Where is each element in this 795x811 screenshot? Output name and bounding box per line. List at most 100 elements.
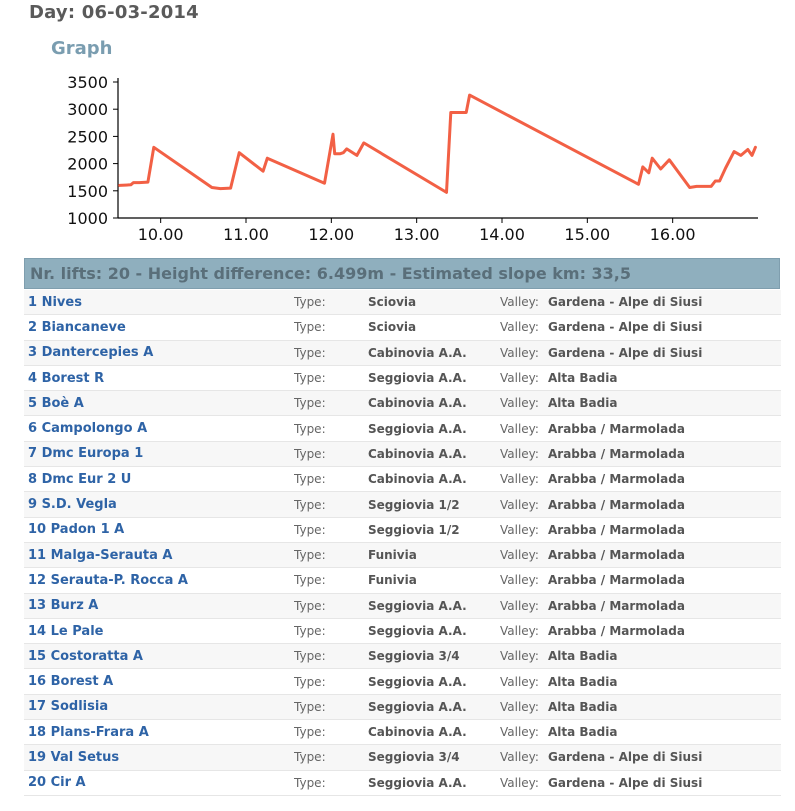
lift-name-link[interactable]: 4 Borest R [24,365,294,392]
lift-name-link[interactable]: 15 Costoratta A [24,643,294,670]
x-tick-label: 12.00 [308,225,354,244]
lift-type: Sciovia [368,314,500,341]
lift-valley: Arabba / Marmolada [548,415,781,442]
valley-label: Valley: [500,415,548,442]
summary-bar: Nr. lifts: 20 - Height difference: 6.499… [24,258,780,289]
lift-valley: Arabba / Marmolada [548,567,781,594]
lift-valley: Alta Badia [548,643,781,670]
type-label: Type: [294,466,368,493]
lift-valley: Alta Badia [548,365,781,392]
lift-valley: Arabba / Marmolada [548,593,781,619]
lift-type: Funivia [368,542,500,569]
valley-label: Valley: [500,593,548,619]
lift-row: 12 Serauta-P. Rocca A Type: Funivia Valley:… [24,567,781,594]
lift-name-link[interactable]: 11 Malga-Serauta A [24,542,294,569]
valley-label: Valley: [500,542,548,569]
lift-name-link[interactable]: 7 Dmc Europa 1 [24,441,294,468]
type-label: Type: [294,365,368,392]
lift-type: Cabinovia A.A. [368,340,500,366]
lift-type: Seggiovia 1/2 [368,491,500,518]
lift-valley: Arabba / Marmolada [548,441,781,468]
type-label: Type: [294,567,368,594]
lift-type: Seggiovia A.A. [368,365,500,392]
lift-valley: Gardena - Alpe di Siusi [548,340,781,366]
lift-name-link[interactable]: 20 Cir A [24,770,294,796]
lift-row: 3 Dantercepies A Type: Cabinovia A.A. Valle… [24,340,781,366]
lift-valley: Arabba / Marmolada [548,618,781,645]
lift-type: Seggiovia 1/2 [368,517,500,543]
valley-label: Valley: [500,567,548,594]
lift-name-link[interactable]: 5 Boè A [24,390,294,417]
lift-type: Sciovia [368,290,500,316]
lift-name-link[interactable]: 10 Padon 1 A [24,517,294,543]
lift-row: 9 S.D. Vegla Type: Seggiovia 1/2 Valley: Ara… [24,491,781,518]
x-tick-label: 16.00 [650,225,696,244]
lift-row: 5 Boè A Type: Cabinovia A.A. Valley: Alta Ba… [24,390,781,417]
lift-valley: Gardena - Alpe di Siusi [548,314,781,341]
elevation-series-line [118,93,757,194]
lift-name-link[interactable]: 9 S.D. Vegla [24,491,294,518]
lift-row: 14 Le Pale Type: Seggiovia A.A. Valley: Arab… [24,618,781,645]
lift-name-link[interactable]: 12 Serauta-P. Rocca A [24,567,294,594]
valley-label: Valley: [500,340,548,366]
lift-valley: Alta Badia [548,719,781,746]
type-label: Type: [294,542,368,569]
lift-type: Funivia [368,567,500,594]
y-tick-label: 3500 [67,73,108,92]
lift-row: 1 Nives Type: Sciovia Valley: Gardena - Alpe… [24,290,781,316]
lift-valley: Arabba / Marmolada [548,491,781,518]
lift-type: Cabinovia A.A. [368,466,500,493]
lift-type: Seggiovia A.A. [368,668,500,695]
lift-row: 20 Cir A Type: Seggiovia A.A. Valley: Garden… [24,770,781,796]
lift-name-link[interactable]: 13 Burz A [24,593,294,619]
lift-valley: Gardena - Alpe di Siusi [548,744,781,771]
lift-name-link[interactable]: 6 Campolongo A [24,415,294,442]
lift-valley: Arabba / Marmolada [548,517,781,543]
type-label: Type: [294,770,368,796]
valley-label: Valley: [500,618,548,645]
lift-table: 1 Nives Type: Sciovia Valley: Gardena - Alpe… [24,290,781,796]
lift-row: 11 Malga-Serauta A Type: Funivia Valley: Ara… [24,542,781,569]
lift-name-link[interactable]: 1 Nives [24,290,294,316]
lift-name-link[interactable]: 14 Le Pale [24,618,294,645]
lift-row: 15 Costoratta A Type: Seggiovia 3/4 Valley:… [24,643,781,670]
type-label: Type: [294,290,368,316]
type-label: Type: [294,618,368,645]
lift-type: Seggiovia A.A. [368,618,500,645]
lift-name-link[interactable]: 8 Dmc Eur 2 U [24,466,294,493]
type-label: Type: [294,441,368,468]
lift-type: Seggiovia 3/4 [368,744,500,771]
valley-label: Valley: [500,744,548,771]
lift-row: 13 Burz A Type: Seggiovia A.A. Valley: Arabb… [24,593,781,619]
type-label: Type: [294,593,368,619]
type-label: Type: [294,415,368,442]
lift-name-link[interactable]: 19 Val Setus [24,744,294,771]
x-tick-label: 13.00 [394,225,440,244]
lift-name-link[interactable]: 2 Biancaneve [24,314,294,341]
y-tick-label: 3000 [67,100,108,119]
valley-label: Valley: [500,719,548,746]
lift-name-link[interactable]: 3 Dantercepies A [24,340,294,366]
valley-label: Valley: [500,441,548,468]
type-label: Type: [294,390,368,417]
x-tick-label: 10.00 [138,225,184,244]
lift-type: Cabinovia A.A. [368,719,500,746]
type-label: Type: [294,719,368,746]
type-label: Type: [294,643,368,670]
lift-type: Seggiovia A.A. [368,694,500,721]
valley-label: Valley: [500,466,548,493]
valley-label: Valley: [500,314,548,341]
lift-name-link[interactable]: 18 Plans-Frara A [24,719,294,746]
lift-name-link[interactable]: 16 Borest A [24,668,294,695]
x-tick-label: 14.00 [479,225,525,244]
lift-type: Seggiovia A.A. [368,770,500,796]
lift-valley: Alta Badia [548,390,781,417]
lift-row: 10 Padon 1 A Type: Seggiovia 1/2 Valley: Ara… [24,517,781,543]
type-label: Type: [294,314,368,341]
lift-row: 6 Campolongo A Type: Seggiovia A.A. Valley:… [24,415,781,442]
valley-label: Valley: [500,517,548,543]
lift-type: Seggiovia A.A. [368,415,500,442]
lift-name-link[interactable]: 17 Sodlisia [24,694,294,721]
type-label: Type: [294,517,368,543]
type-label: Type: [294,340,368,366]
